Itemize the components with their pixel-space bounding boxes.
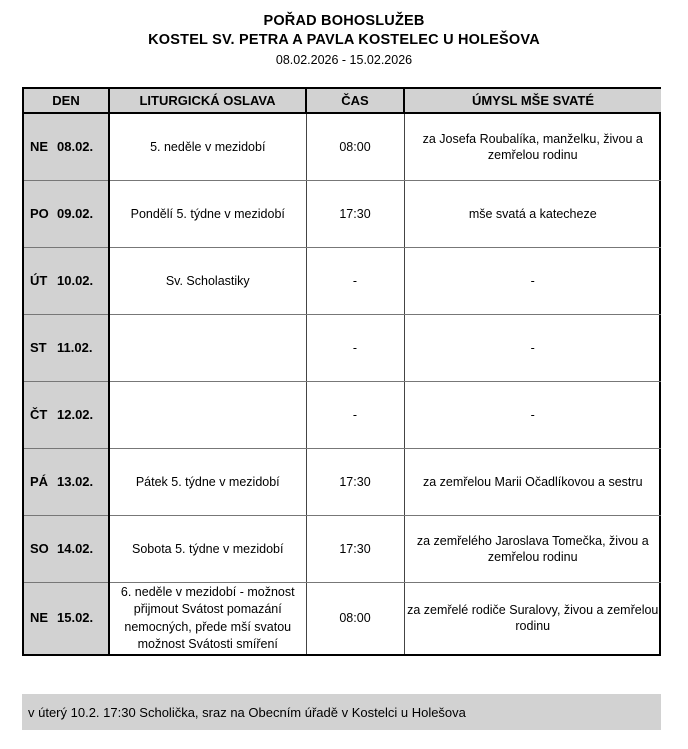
schedule-table: DEN LITURGICKÁ OSLAVA ČAS ÚMYSL MŠE SVAT… [24,89,661,654]
cell-intent: - [404,247,661,315]
cell-day: PÁ 13.02. [24,448,110,516]
day-date: 15.02. [57,610,94,625]
day-of-week: PO [30,205,49,221]
table-row: ÚT 10.02. Sv. Scholastiky - - [24,247,661,315]
day-date: 11.02. [57,339,93,355]
cell-intent: za Josefa Roubalíka, manželku, živou a z… [404,113,661,181]
day-date: 08.02. [57,138,94,154]
cell-intent: za zemřelého Jaroslava Tomečka, živou a … [404,515,661,583]
column-header-umysl-mse-svate: ÚMYSL MŠE SVATÉ [404,89,661,114]
cell-liturgy [109,314,307,382]
cell-liturgy: Sv. Scholastiky [109,247,307,315]
table-row: NE 08.02. 5. neděle v mezidobí 08:00 za J… [24,113,661,181]
cell-day: ÚT 10.02. [24,247,110,315]
page-title: POŘAD BOHOSLUŽEB [263,13,425,29]
cell-intent: - [404,381,661,449]
day-date: 09.02. [57,205,94,221]
table-row: ČT 12.02. - - [24,381,661,449]
cell-time: 17:30 [306,448,405,516]
table-header-row: DEN LITURGICKÁ OSLAVA ČAS ÚMYSL MŠE SVAT… [24,89,661,114]
column-header-den: DEN [24,89,110,114]
schedule-table-container: DEN LITURGICKÁ OSLAVA ČAS ÚMYSL MŠE SVAT… [22,87,661,656]
day-date: 13.02. [57,473,94,489]
day-of-week: SO [30,540,49,556]
day-of-week: ÚT [30,272,48,288]
footer-note: v úterý 10.2. 17:30 Scholička, sraz na O… [22,694,661,730]
day-date: 10.02. [57,272,94,288]
cell-time: 17:30 [306,515,405,583]
table-row: PÁ 13.02. Pátek 5. týdne v mezidobí 17:30… [24,448,661,516]
day-date: 14.02. [57,540,94,556]
cell-day: SO 14.02. [24,515,110,583]
cell-intent: za zemřelou Marii Očadlíkovou a sestru [404,448,661,516]
table-row: NE 15.02. 6. neděle v mezidobí - možnost … [24,582,661,654]
date-range: 08.02.2026 - 15.02.2026 [275,53,413,67]
cell-time: 08:00 [306,113,405,181]
cell-intent: - [404,314,661,382]
footer-note-text: v úterý 10.2. 17:30 Scholička, sraz na O… [28,704,466,720]
day-of-week: ST [30,339,47,355]
day-of-week: NE [30,610,49,625]
table-row: SO 14.02. Sobota 5. týdne v mezidobí 17:3… [24,515,661,583]
cell-liturgy: 5. neděle v mezidobí [109,113,307,181]
document-header: POŘAD BOHOSLUŽEB KOSTEL SV. PETRA A PAVL… [0,0,688,70]
cell-day: ČT 12.02. [24,381,110,449]
cell-liturgy: 6. neděle v mezidobí - možnost přijmout … [109,582,307,654]
cell-time: - [306,314,405,382]
day-of-week: PÁ [30,473,49,489]
cell-time: - [306,381,405,449]
day-of-week: NE [30,138,49,154]
table-header: DEN LITURGICKÁ OSLAVA ČAS ÚMYSL MŠE SVAT… [24,89,661,114]
cell-liturgy: Pátek 5. týdne v mezidobí [109,448,307,516]
column-header-liturgicka-oslava: LITURGICKÁ OSLAVA [109,89,307,114]
cell-day: PO 09.02. [24,180,110,248]
cell-time: - [306,247,405,315]
cell-time: 17:30 [306,180,405,248]
cell-time: 08:00 [306,582,405,654]
cell-day: ST 11.02. [24,314,110,382]
cell-liturgy [109,381,307,449]
cell-intent: mše svatá a katecheze [404,180,661,248]
cell-liturgy: Pondělí 5. týdne v mezidobí [109,180,307,248]
page-subtitle: KOSTEL SV. PETRA A PAVLA KOSTELEC U HOLE… [148,32,540,48]
cell-day: NE 15.02. [24,582,110,654]
table-row: ST 11.02. - - [24,314,661,382]
table-body: NE 08.02. 5. neděle v mezidobí 08:00 za J… [24,113,661,654]
column-header-cas: ČAS [306,89,405,114]
cell-liturgy: Sobota 5. týdne v mezidobí [109,515,307,583]
cell-day: NE 08.02. [24,113,110,181]
table-row: PO 09.02. Pondělí 5. týdne v mezidobí 17:… [24,180,661,248]
cell-intent: za zemřelé rodiče Suralovy, živou a zemř… [407,603,659,633]
day-date: 12.02. [57,406,94,422]
day-of-week: ČT [30,406,48,422]
